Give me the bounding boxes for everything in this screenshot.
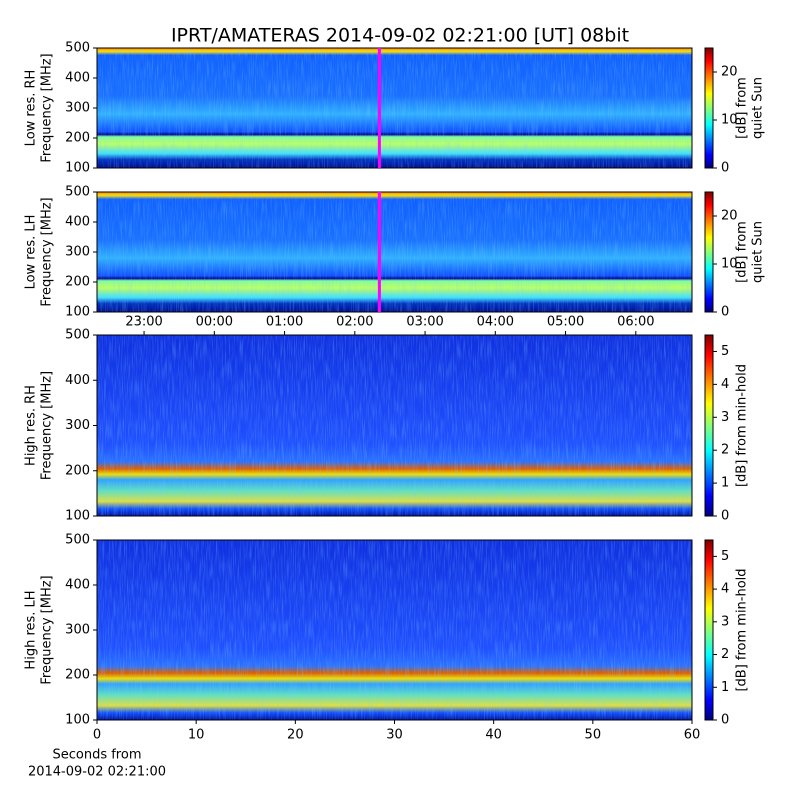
y-tick-label: 500 (65, 41, 90, 56)
colorbar-label: [dB] from (735, 77, 750, 139)
y-axis-label: Low res. RH (24, 70, 39, 147)
y-tick-label: 200 (65, 275, 90, 290)
y-tick-label: 500 (65, 328, 90, 343)
y-tick-label: 100 (65, 305, 90, 320)
y-tick-label: 200 (65, 131, 90, 146)
spectrogram-texture (97, 335, 692, 516)
y-tick-label: 300 (65, 245, 90, 260)
x2-tick-label: 02:00 (336, 315, 373, 330)
x-tick-label: 50 (585, 728, 602, 743)
colorbar-tick-label: 20 (721, 65, 738, 80)
colorbar-tick-label: 10 (721, 257, 738, 272)
y-tick-label: 200 (65, 463, 90, 478)
colorbar-label: quiet Sun (751, 221, 766, 283)
y-tick-label: 400 (65, 578, 90, 593)
y-tick-label: 400 (65, 71, 90, 86)
colorbar-label: quiet Sun (751, 77, 766, 139)
colorbar-tick-label: 2 (721, 647, 729, 662)
colorbar-tick-label: 4 (721, 582, 729, 597)
colorbar-tick-label: 20 (721, 209, 738, 224)
colorbar-tick-label: 0 (721, 509, 729, 524)
title: IPRT/AMATERAS 2014-09-02 02:21:00 [UT] 0… (171, 25, 629, 47)
x2-tick-label: 03:00 (406, 315, 443, 330)
x2-tick-label: 05:00 (547, 315, 584, 330)
x2-tick-label: 04:00 (477, 315, 514, 330)
colorbar-tick-label: 10 (721, 113, 738, 128)
x2-tick-label: 06:00 (617, 315, 654, 330)
colorbar-tick-label: 5 (721, 344, 729, 359)
y-axis-label: High res. RH (24, 385, 39, 466)
colorbar (704, 47, 714, 169)
colorbar-tick-label: 2 (721, 443, 729, 458)
colorbar-label: [dB] from (735, 221, 750, 283)
colorbar-tick-label: 3 (721, 614, 729, 629)
x-tick-label: 10 (188, 728, 205, 743)
y-tick-label: 200 (65, 668, 90, 683)
y-axis-label: Frequency [MHz] (40, 197, 55, 306)
y-axis-label: High res. LH (24, 590, 39, 669)
x-tick-label: 20 (287, 728, 304, 743)
x2-tick-label: 00:00 (196, 315, 233, 330)
colorbar (704, 191, 714, 313)
y-tick-label: 500 (65, 533, 90, 548)
colorbar (704, 334, 714, 517)
x-axis-label: Seconds from (52, 748, 141, 763)
colorbar-tick-label: 1 (721, 680, 729, 695)
y-axis-label: Frequency [MHz] (40, 53, 55, 162)
x2-tick-label: 23:00 (125, 315, 162, 330)
x-axis-label: 2014-09-02 02:21:00 (28, 765, 166, 780)
y-axis-label: Low res. LH (24, 215, 39, 290)
y-axis-label: Frequency [MHz] (40, 371, 55, 480)
x-tick-label: 0 (93, 728, 101, 743)
y-tick-label: 400 (65, 215, 90, 230)
spectrogram-texture (97, 48, 692, 168)
y-axis-label: Frequency [MHz] (40, 575, 55, 684)
colorbar-tick-label: 4 (721, 377, 729, 392)
colorbar-label: [dB] from min-hold (735, 364, 750, 487)
colorbar-tick-label: 5 (721, 549, 729, 564)
y-tick-label: 400 (65, 373, 90, 388)
x-tick-label: 30 (386, 728, 403, 743)
y-tick-label: 100 (65, 161, 90, 176)
colorbar-tick-label: 0 (721, 305, 729, 320)
y-tick-label: 300 (65, 623, 90, 638)
colorbar-tick-label: 3 (721, 410, 729, 425)
colorbar (704, 539, 714, 721)
x-tick-label: 40 (485, 728, 502, 743)
spectrogram-texture (97, 540, 692, 720)
colorbar-tick-label: 0 (721, 161, 729, 176)
y-tick-label: 300 (65, 101, 90, 116)
colorbar-tick-label: 1 (721, 476, 729, 491)
spectrogram-texture (97, 192, 692, 312)
y-tick-label: 100 (65, 509, 90, 524)
y-tick-label: 300 (65, 418, 90, 433)
colorbar-label: [dB] from min-hold (735, 568, 750, 691)
y-tick-label: 100 (65, 713, 90, 728)
colorbar-tick-label: 0 (721, 713, 729, 728)
y-tick-label: 500 (65, 185, 90, 200)
x-tick-label: 60 (684, 728, 701, 743)
x2-tick-label: 01:00 (266, 315, 303, 330)
